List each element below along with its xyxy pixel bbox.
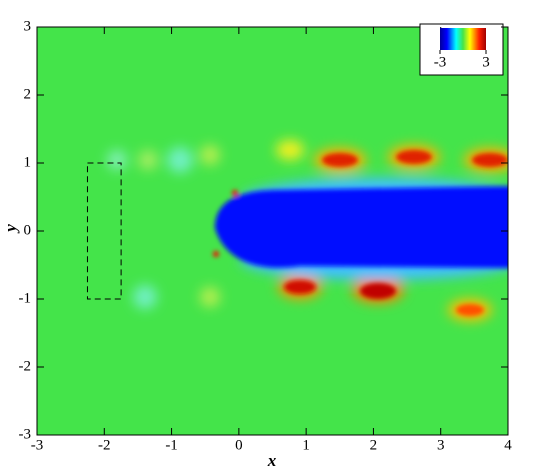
colorbar-tick-label: 3 [482,54,490,70]
field-blob [276,140,304,160]
field-blob [107,150,127,170]
x-tick-label: -3 [31,437,44,453]
y-tick-label: -1 [19,290,32,306]
colorbar-tick-label: -3 [434,54,447,70]
field-blob [133,285,157,309]
x-tick-label: -1 [165,437,178,453]
x-tick-label: 1 [302,437,310,453]
field-blob [396,150,432,164]
field [37,27,508,435]
x-tick-label: 4 [504,437,512,453]
y-axis-label: y [1,224,20,234]
x-tick-label: -2 [98,437,111,453]
field-blob [200,145,220,165]
field-blob [232,190,238,196]
colorbar [440,28,486,50]
field-core [213,150,508,316]
field-blob [200,287,220,307]
x-tick-label: 0 [235,437,243,453]
field-blob [138,150,158,170]
wake-core [215,186,508,268]
y-tick-label: 0 [24,222,32,238]
x-tick-label: 2 [370,437,378,453]
field-blob [167,147,193,173]
field-blob [456,304,484,316]
y-tick-label: 2 [24,86,32,102]
dashed-box [86,162,122,300]
field-blob [360,283,396,299]
x-tick-label: 3 [437,437,445,453]
field-blob [284,280,316,294]
field-blob [472,153,508,167]
y-tick-label: 1 [24,154,32,170]
y-tick-label: 3 [24,18,32,34]
x-axis-label: x [267,451,277,470]
y-tick-label: -2 [19,358,32,374]
y-tick-label: -3 [19,426,32,442]
field-blob [322,153,358,167]
field-blob [213,251,219,257]
